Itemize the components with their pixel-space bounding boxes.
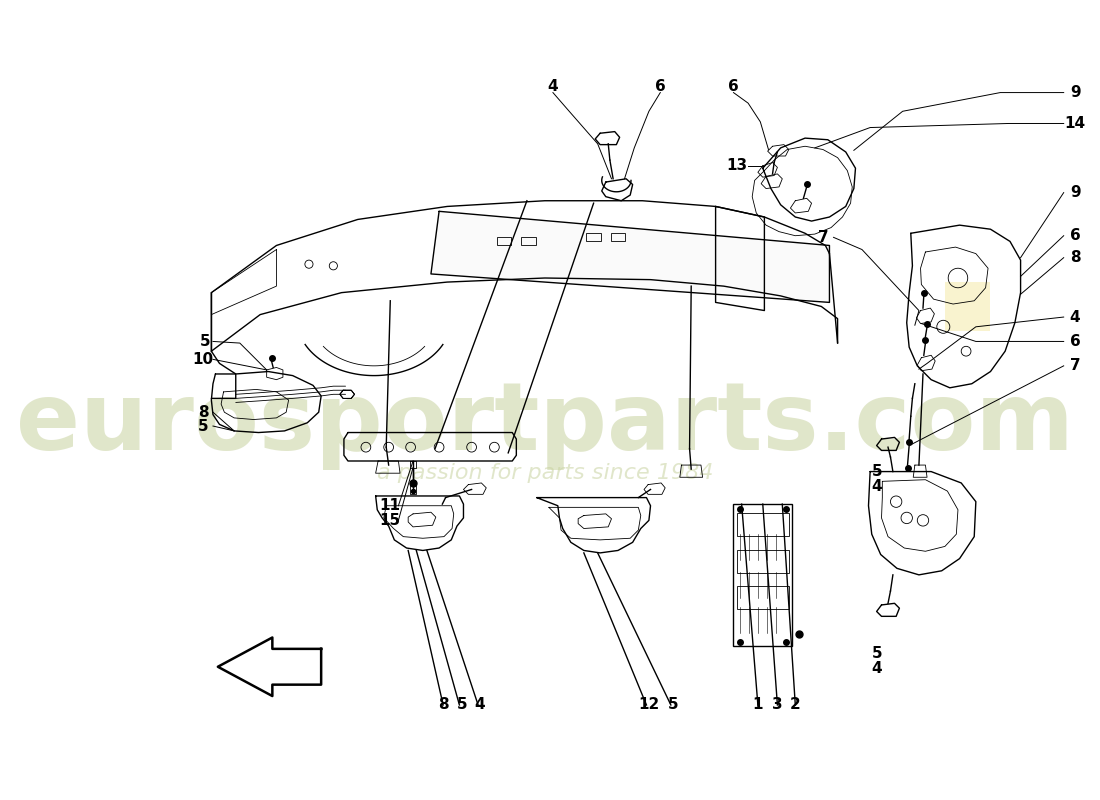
Text: 6: 6 (1069, 228, 1080, 243)
Bar (737, 550, 789, 574)
Bar (945, 282, 990, 331)
Text: 13: 13 (726, 158, 747, 174)
Text: 5: 5 (871, 464, 882, 479)
Text: 4: 4 (548, 79, 558, 94)
Bar (737, 513, 789, 536)
Text: 14: 14 (1065, 116, 1086, 131)
Text: 15: 15 (379, 513, 400, 528)
Text: 4: 4 (871, 478, 882, 494)
Text: 7: 7 (1070, 358, 1080, 374)
Bar (737, 586, 789, 609)
Text: 8: 8 (198, 405, 209, 420)
Bar (610, 234, 625, 242)
Text: 5: 5 (668, 698, 679, 713)
Text: 1: 1 (752, 698, 763, 713)
Text: 3: 3 (772, 698, 783, 713)
Text: 5: 5 (199, 334, 210, 349)
Text: 5: 5 (198, 418, 209, 434)
Text: 6: 6 (728, 79, 739, 94)
Bar (734, 504, 792, 646)
Text: 8: 8 (438, 698, 449, 713)
Text: 2: 2 (790, 698, 801, 713)
Text: 5: 5 (871, 646, 882, 662)
Text: 5: 5 (456, 698, 468, 713)
Text: 9: 9 (1070, 85, 1080, 100)
Text: a passion for parts since 1984: a passion for parts since 1984 (376, 463, 713, 483)
Text: 10: 10 (192, 352, 213, 367)
Text: 4: 4 (474, 698, 485, 713)
Text: 4: 4 (1070, 310, 1080, 325)
Bar (586, 234, 601, 242)
Text: 9: 9 (1070, 185, 1080, 200)
Text: eurosportparts.com: eurosportparts.com (15, 378, 1074, 470)
Text: 11: 11 (379, 498, 400, 514)
Text: 8: 8 (1070, 250, 1080, 265)
Text: 4: 4 (871, 661, 882, 676)
Text: 6: 6 (654, 79, 666, 94)
Text: 12: 12 (638, 698, 660, 713)
Text: 6: 6 (1069, 334, 1080, 349)
Text: 7: 7 (817, 230, 828, 245)
Polygon shape (431, 211, 829, 302)
Bar (497, 238, 512, 246)
Bar (521, 238, 536, 246)
